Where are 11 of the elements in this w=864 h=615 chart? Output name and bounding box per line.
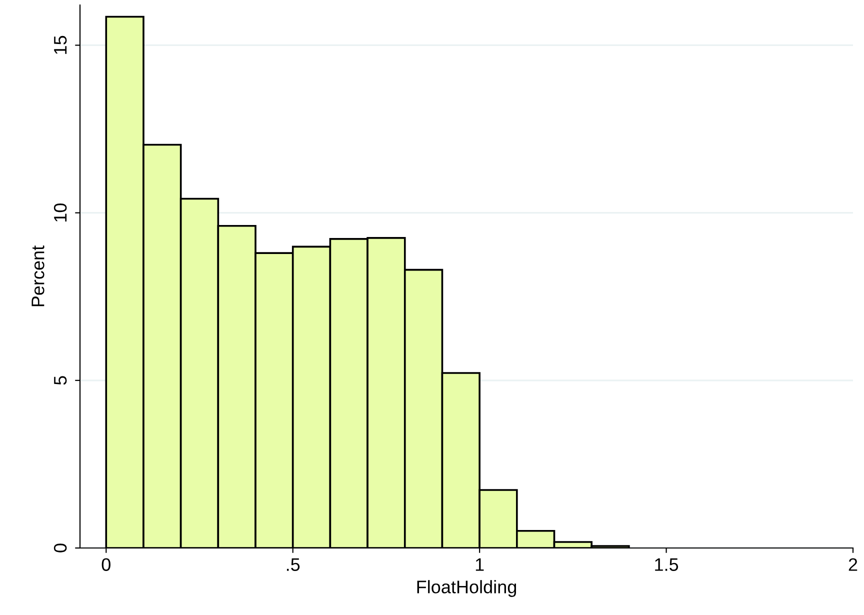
x-axis-title: FloatHolding bbox=[417, 580, 516, 597]
x-tick-label: 2 bbox=[848, 558, 858, 571]
x-tick-label: .5 bbox=[286, 558, 300, 571]
x-tick-label: 0 bbox=[102, 558, 110, 571]
y-tick-label: 0 bbox=[54, 544, 67, 552]
y-tick-label: 5 bbox=[54, 376, 67, 385]
x-tick-label: 1.5 bbox=[655, 558, 678, 571]
y-axis-title: Percent bbox=[32, 246, 44, 306]
y-tick-label: 15 bbox=[54, 36, 67, 54]
y-tick-label: 10 bbox=[54, 203, 67, 222]
x-tick-label: 1 bbox=[476, 558, 484, 571]
